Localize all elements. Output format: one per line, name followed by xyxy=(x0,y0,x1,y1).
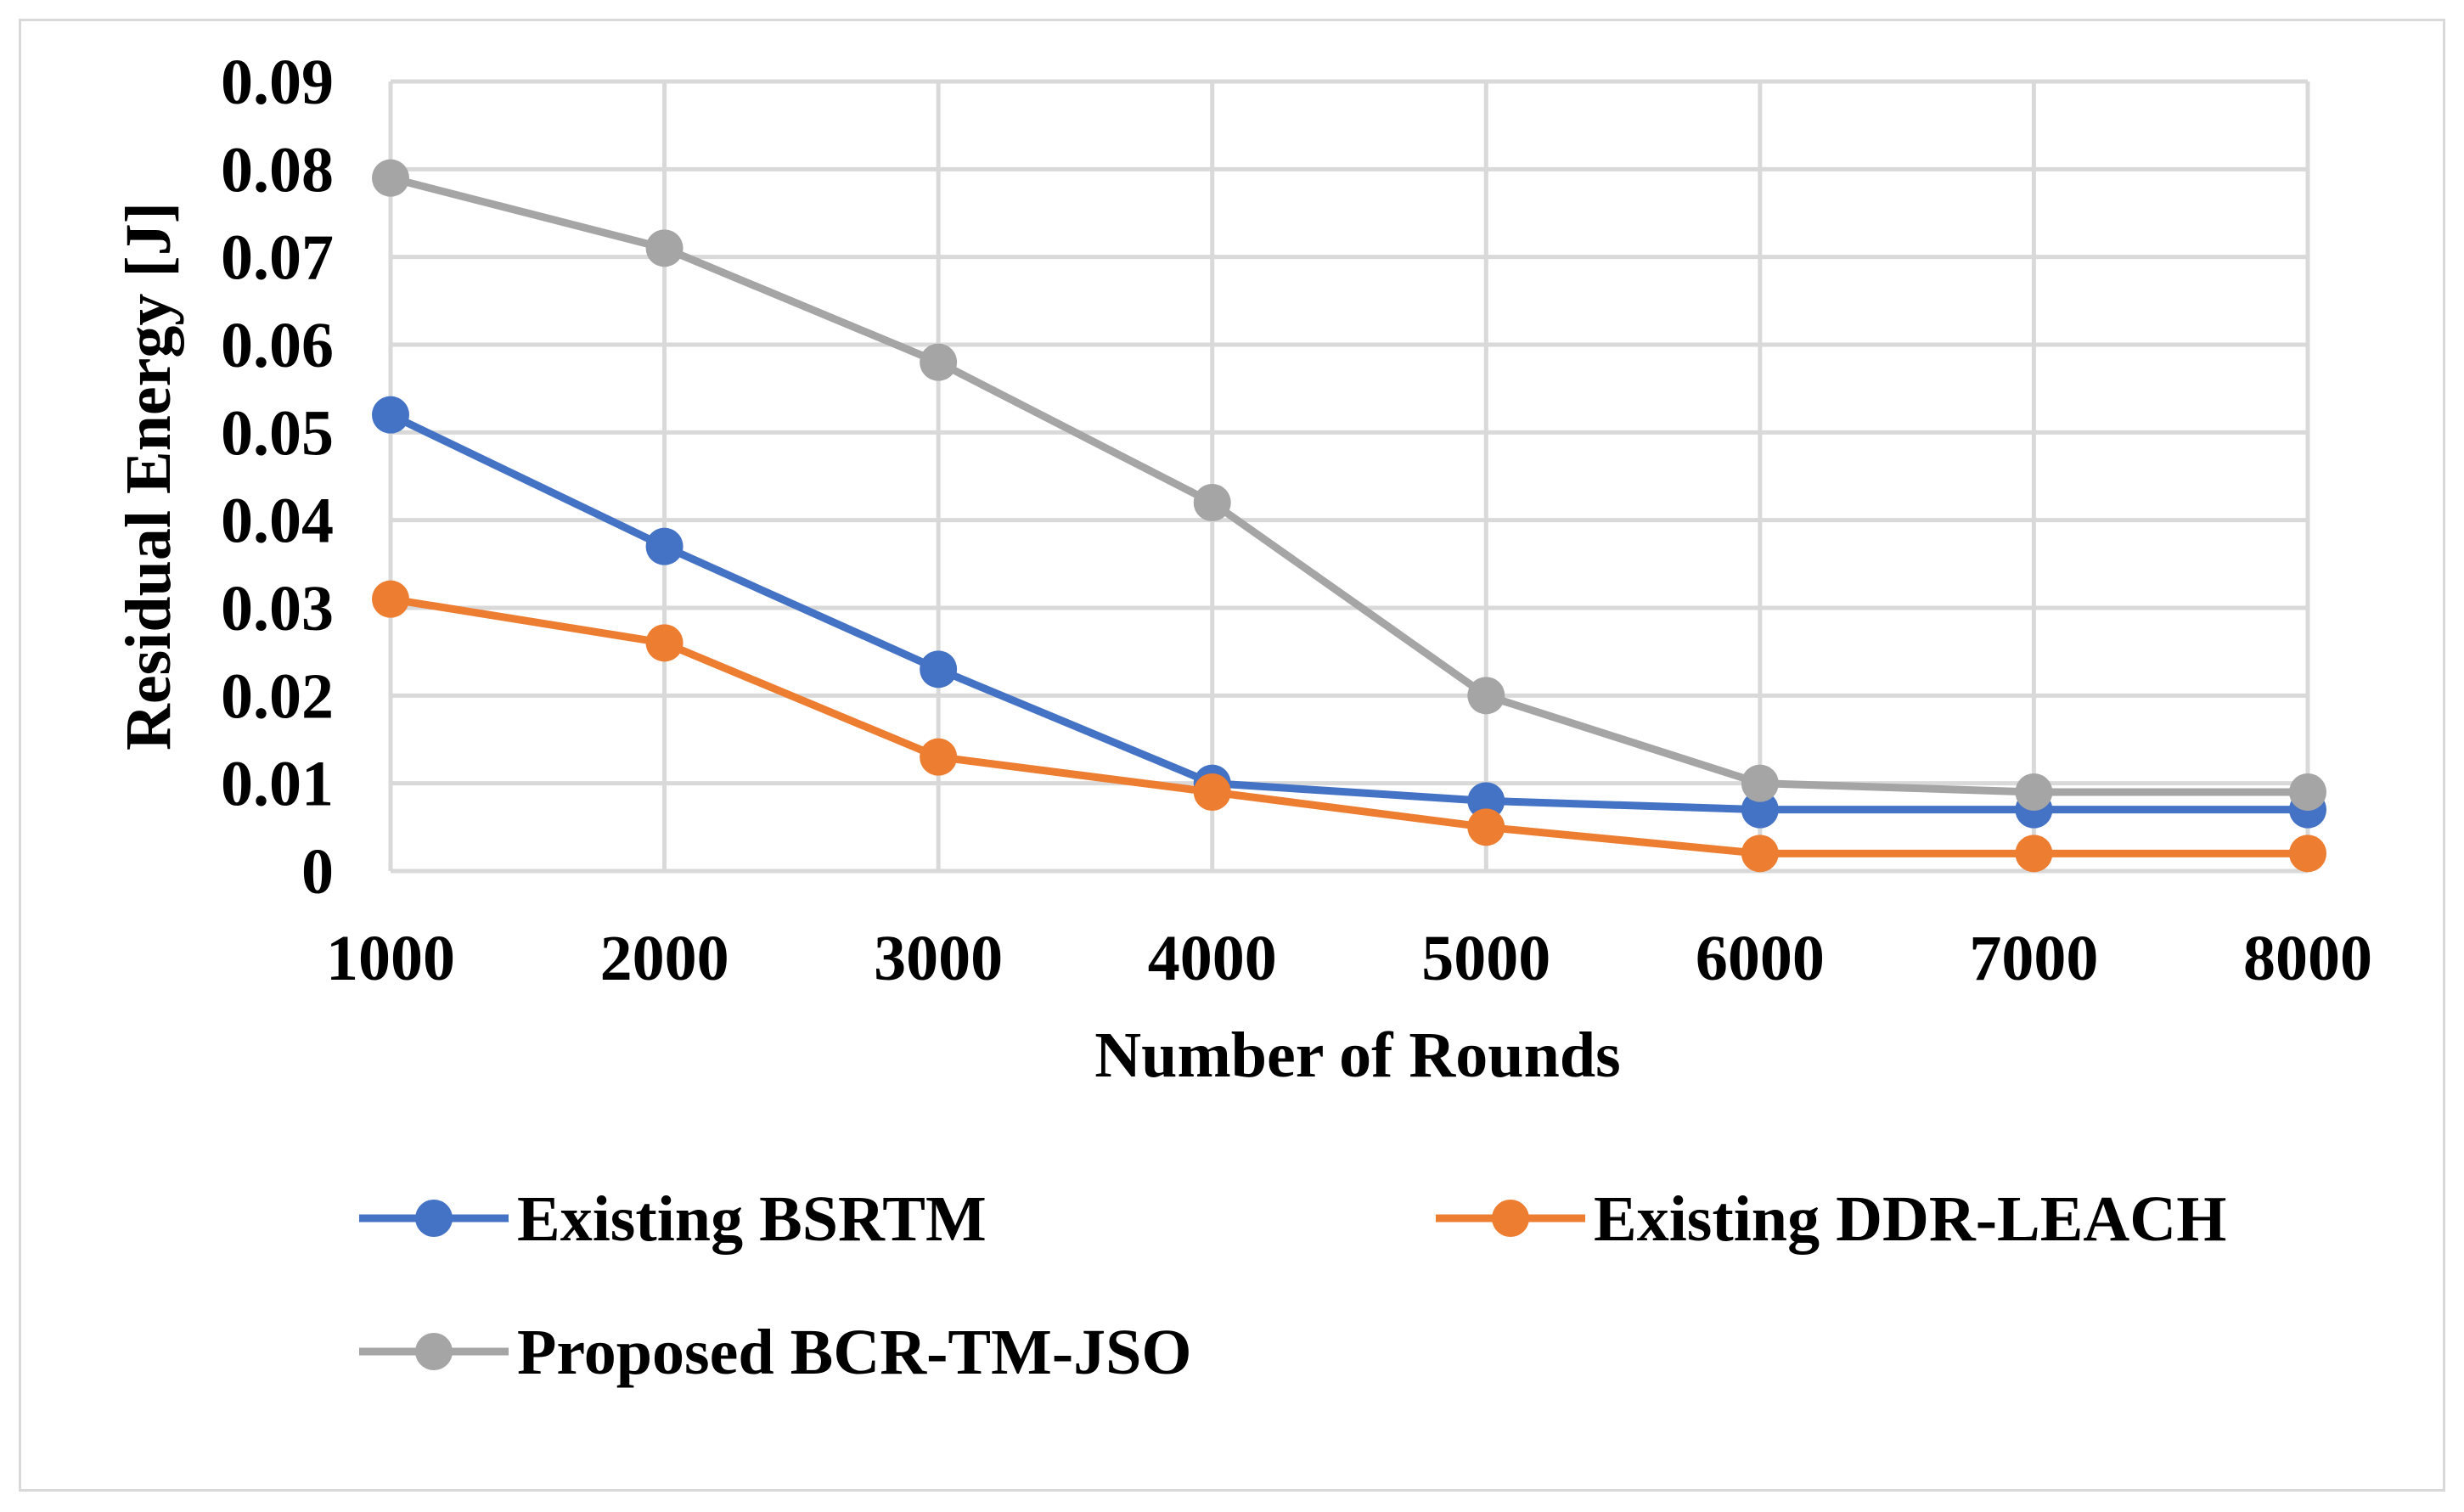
data-point xyxy=(2289,773,2326,811)
legend-item-existing-bsrtm: Existing BSRTM xyxy=(359,1183,987,1255)
data-point xyxy=(920,738,958,776)
data-point xyxy=(2015,773,2053,811)
series-line-existing-ddr-leach xyxy=(386,595,2312,857)
data-point xyxy=(1741,790,1779,829)
x-tick-label: 1000 xyxy=(326,923,455,994)
data-point xyxy=(645,229,684,267)
data-point xyxy=(1467,677,1505,715)
y-tick-label: 0.01 xyxy=(221,749,334,820)
y-axis-title: Residual Energy [J] xyxy=(113,202,184,750)
data-point xyxy=(1741,835,1779,873)
y-tick-label: 0.05 xyxy=(221,397,334,469)
y-tick-label: 0.03 xyxy=(221,573,334,644)
x-tick-label: 8000 xyxy=(2243,923,2372,994)
data-point xyxy=(1193,773,1231,811)
legend-item-existing-ddr-leach: Existing DDR-LEACH xyxy=(1436,1183,2226,1255)
data-point xyxy=(372,159,409,197)
data-point xyxy=(920,343,958,381)
data-point xyxy=(645,527,684,565)
legend: Existing BSRTM Existing DDR-LEACH Propos… xyxy=(359,1183,2226,1388)
data-point xyxy=(1467,808,1505,846)
legend-marker-existing-ddr-leach xyxy=(1492,1200,1529,1237)
y-axis-ticks: 0 0.01 0.02 0.03 0.04 0.05 0.06 0.07 0.08 0.09 xyxy=(221,47,334,908)
x-tick-label: 3000 xyxy=(874,923,1003,994)
legend-label-existing-bsrtm: Existing BSRTM xyxy=(517,1183,987,1255)
data-point xyxy=(372,580,409,618)
data-series xyxy=(372,159,2326,873)
legend-label-existing-ddr-leach: Existing DDR-LEACH xyxy=(1594,1183,2226,1255)
y-tick-label: 0.04 xyxy=(221,486,334,557)
x-tick-label: 5000 xyxy=(1421,923,1550,994)
gridlines xyxy=(388,79,2310,874)
x-axis-title: Number of Rounds xyxy=(1094,1020,1620,1091)
series-line-proposed-bcr-tm-jso xyxy=(386,174,2312,796)
y-tick-label: 0 xyxy=(301,836,334,908)
x-tick-label: 2000 xyxy=(600,923,729,994)
legend-item-proposed-bcr-tm-jso: Proposed BCR-TM-JSO xyxy=(359,1317,1192,1388)
x-tick-label: 6000 xyxy=(1696,923,1825,994)
legend-label-proposed-bcr-tm-jso: Proposed BCR-TM-JSO xyxy=(517,1317,1192,1388)
data-point xyxy=(1193,484,1231,521)
data-point xyxy=(2289,835,2326,873)
data-point xyxy=(1741,764,1779,802)
y-tick-label: 0.07 xyxy=(221,222,334,294)
y-tick-label: 0.09 xyxy=(221,47,334,118)
data-point xyxy=(372,396,409,434)
legend-marker-existing-bsrtm xyxy=(415,1200,453,1237)
series-line-existing-bsrtm xyxy=(386,411,2312,814)
data-point xyxy=(645,624,684,662)
legend-marker-proposed-bcr-tm-jso xyxy=(415,1333,453,1370)
series-existing-ddr-leach xyxy=(372,580,2326,873)
data-point xyxy=(1467,782,1505,820)
y-tick-label: 0.02 xyxy=(221,660,334,732)
data-point xyxy=(2015,835,2053,873)
x-tick-label: 7000 xyxy=(1969,923,2098,994)
chart-frame xyxy=(19,19,2445,1492)
series-proposed-bcr-tm-jso xyxy=(372,159,2326,811)
data-point xyxy=(920,650,958,689)
y-tick-label: 0.08 xyxy=(221,134,334,205)
x-axis-ticks: 1000 2000 3000 4000 5000 6000 7000 8000 xyxy=(326,923,2372,994)
x-tick-label: 4000 xyxy=(1148,923,1277,994)
y-tick-label: 0.06 xyxy=(221,310,334,381)
